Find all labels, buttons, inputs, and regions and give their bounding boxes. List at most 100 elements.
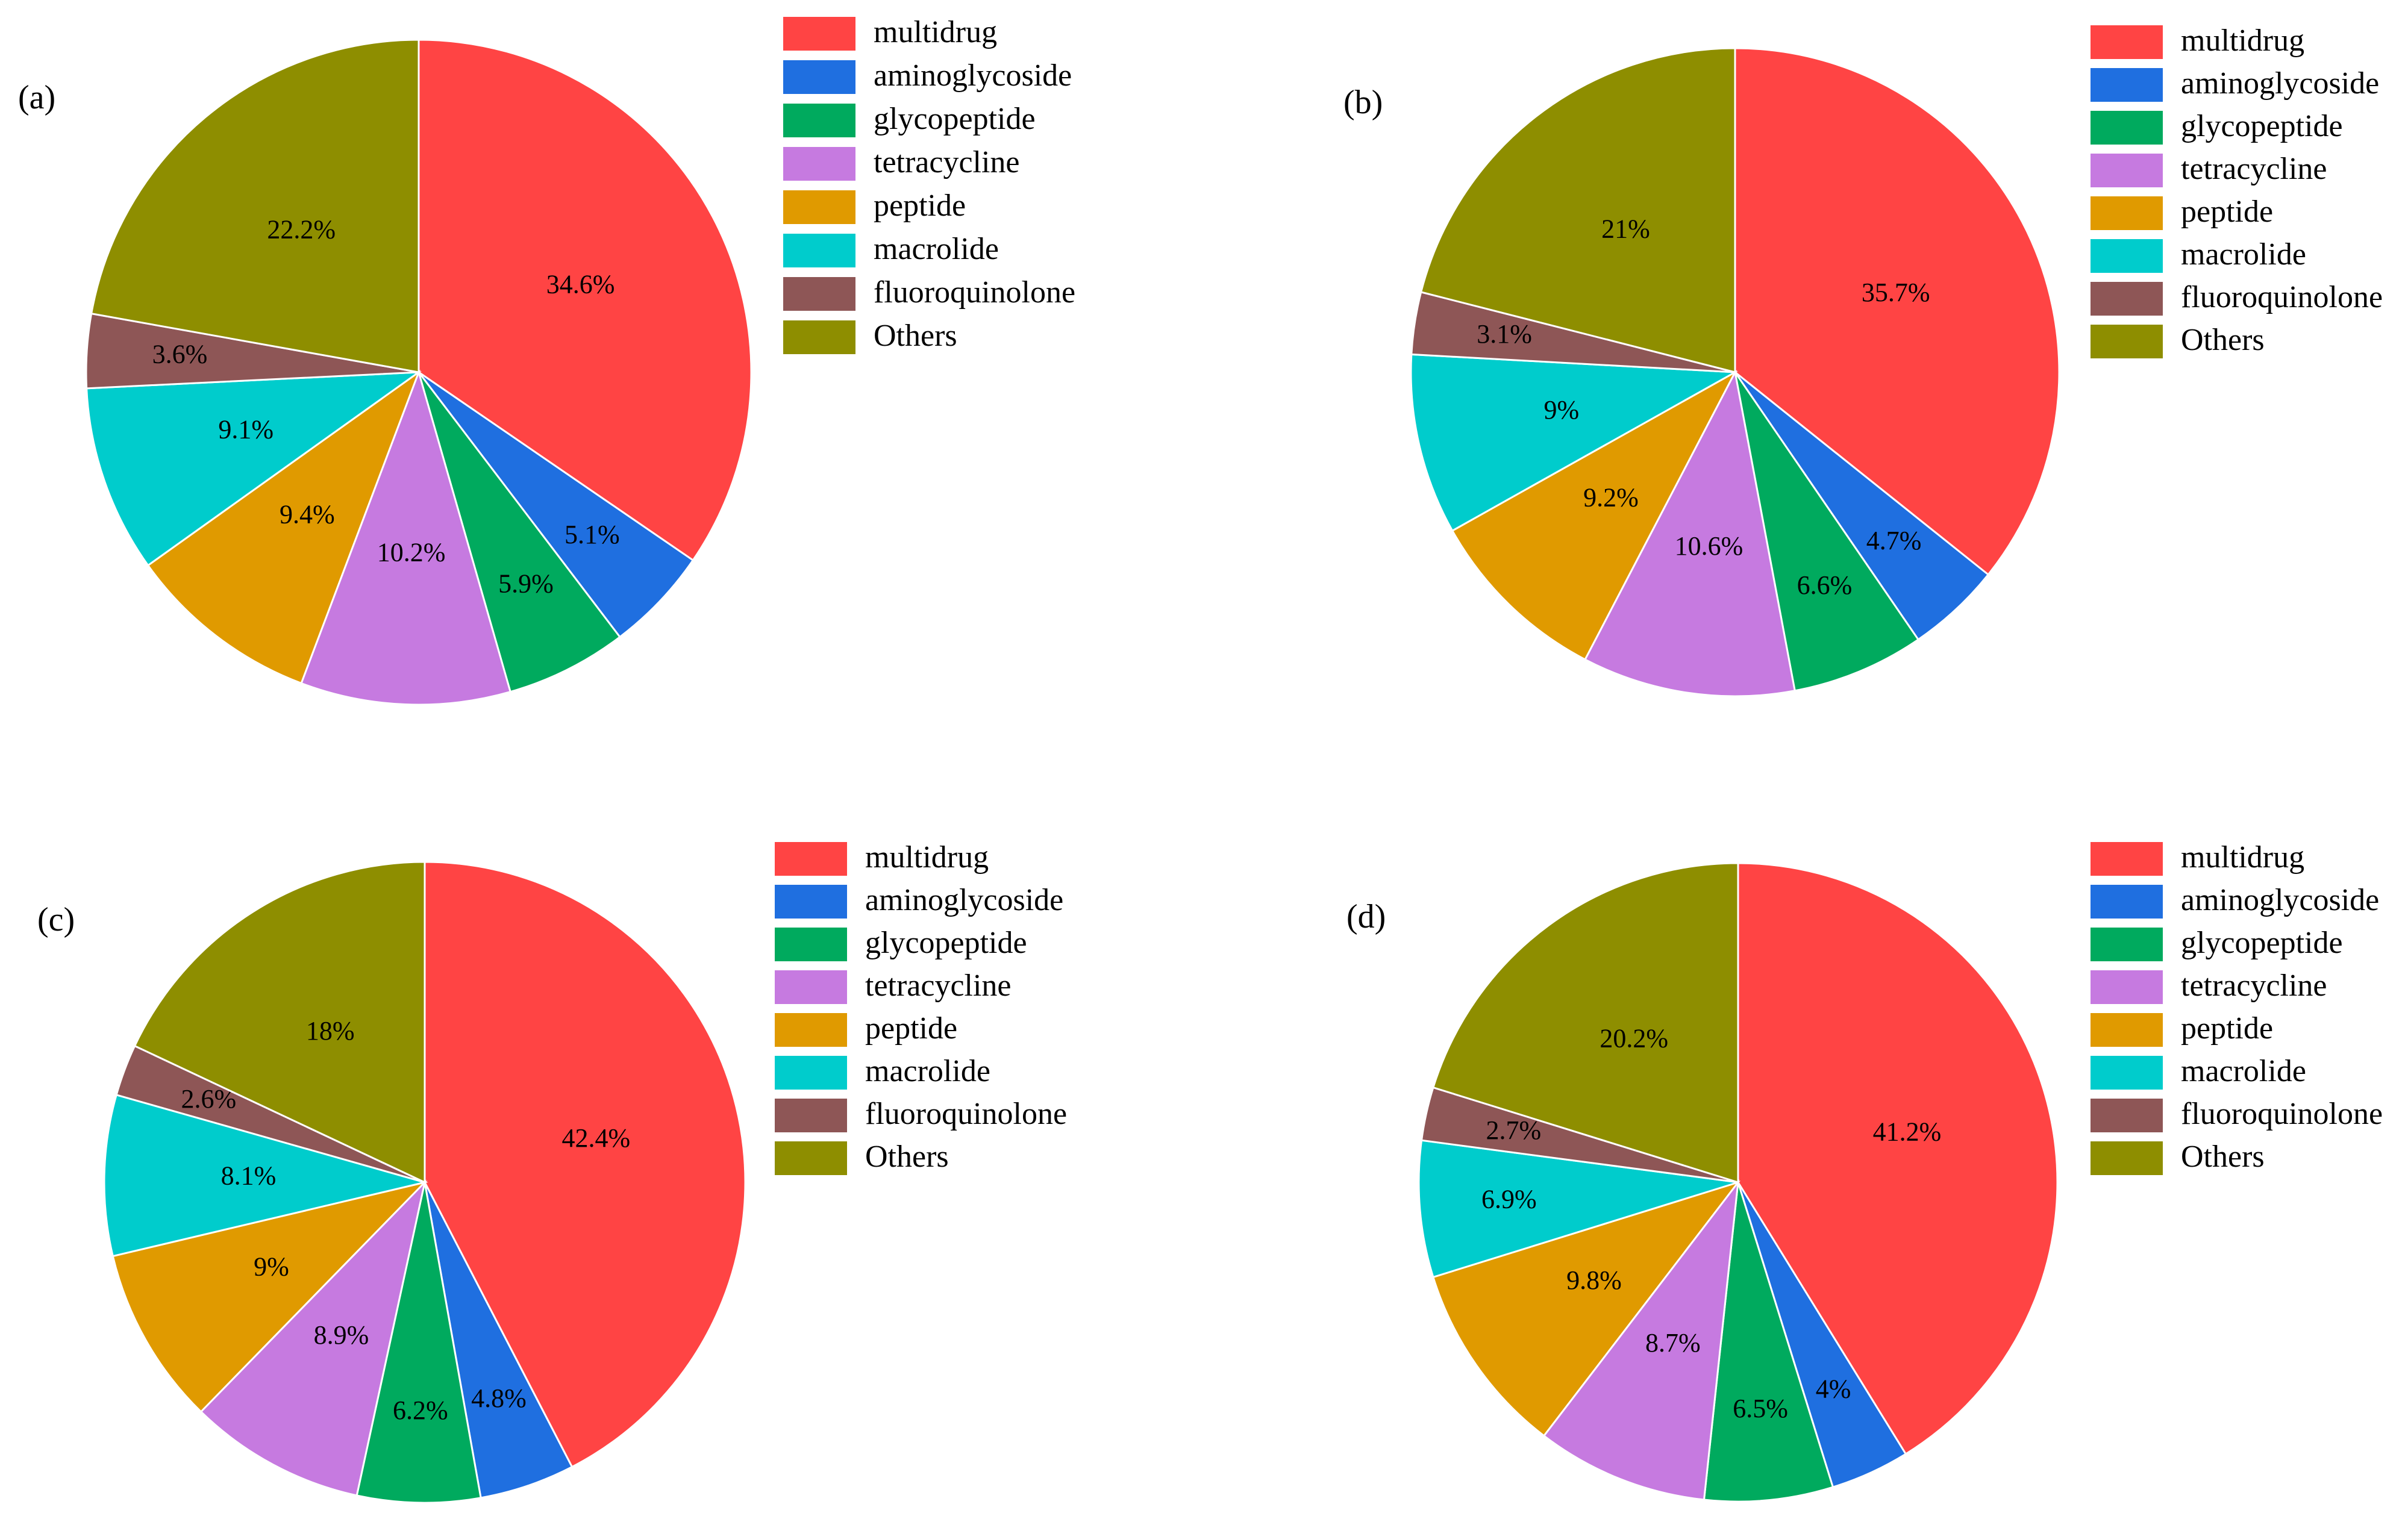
legend-swatch <box>783 190 855 224</box>
slice-label-c-multidrug: 42.4% <box>561 1123 630 1153</box>
legend-item-a-others: Others <box>783 319 957 354</box>
legend-swatch <box>2091 154 2163 187</box>
legend-swatch <box>2091 928 2163 961</box>
legend-label: Others <box>2181 323 2265 357</box>
slice-a-macrolide <box>86 371 422 567</box>
slice-label-a-tetracycline: 10.2% <box>377 537 446 567</box>
legend-label: peptide <box>874 189 966 223</box>
slice-label-c-tetracycline: 8.9% <box>314 1320 369 1350</box>
slice-b-aminoglycoside <box>1734 371 1990 641</box>
legend-swatch <box>2091 282 2163 316</box>
slice-c-glycopeptide <box>355 1182 482 1504</box>
legend-item-c-fluoroquinolone: fluoroquinolone <box>775 1097 1067 1132</box>
legend-swatch <box>2091 325 2163 358</box>
slice-label-a-others: 22.2% <box>267 214 336 244</box>
slice-a-peptide <box>146 369 421 685</box>
slice-label-d-aminoglycoside: 4% <box>1816 1374 1851 1403</box>
slice-label-b-fluoroquinolone: 3.1% <box>1477 319 1532 349</box>
legend-label: glycopeptide <box>2181 926 2343 960</box>
legend-swatch <box>2091 1141 2163 1175</box>
legend-label: multidrug <box>2181 23 2304 58</box>
legend-swatch <box>2091 1099 2163 1132</box>
slice-a-aminoglycoside <box>417 371 695 638</box>
slice-label-d-macrolide: 6.9% <box>1481 1184 1537 1214</box>
slice-a-others <box>90 39 420 373</box>
legend-item-a-aminoglycoside: aminoglycoside <box>783 58 1072 94</box>
legend-swatch <box>783 104 855 137</box>
slice-label-b-glycopeptide: 6.6% <box>1797 570 1853 600</box>
legend-label: aminoglycoside <box>865 883 1063 917</box>
legend-label: peptide <box>2181 1011 2273 1046</box>
slice-b-others <box>1419 47 1736 373</box>
legend-swatch <box>2091 68 2163 102</box>
slice-label-d-others: 20.2% <box>1600 1023 1668 1053</box>
legend-swatch <box>775 970 847 1004</box>
slice-label-c-glycopeptide: 6.2% <box>393 1396 448 1425</box>
slice-label-d-multidrug: 41.2% <box>1873 1117 1942 1146</box>
legend-label: Others <box>865 1140 949 1174</box>
slice-b-multidrug <box>1734 47 2060 576</box>
legend-item-a-peptide: peptide <box>783 189 966 224</box>
legend-item-c-tetracycline: tetracycline <box>775 969 1012 1004</box>
legend-label: fluoroquinolone <box>2181 280 2383 314</box>
legend-item-d-glycopeptide: glycopeptide <box>2091 926 2343 961</box>
legend-item-c-macrolide: macrolide <box>775 1054 990 1090</box>
legend-item-d-fluoroquinolone: fluoroquinolone <box>2091 1097 2383 1132</box>
legend-item-b-glycopeptide: glycopeptide <box>2091 109 2343 145</box>
legend-label: aminoglycoside <box>874 58 1072 93</box>
legend-swatch <box>775 1013 847 1047</box>
slice-a-glycopeptide <box>417 372 622 693</box>
slice-label-a-glycopeptide: 5.9% <box>498 569 554 598</box>
slice-c-multidrug <box>424 861 746 1468</box>
legend-item-c-glycopeptide: glycopeptide <box>775 926 1027 961</box>
slice-label-b-peptide: 9.2% <box>1583 482 1639 512</box>
legend-swatch <box>775 1056 847 1090</box>
pie-a: 34.6% 5.1% 5.9% 10.2% 9.4% 9.1% 3.6% 22.2% <box>85 39 752 706</box>
legend-swatch <box>783 147 855 181</box>
legend-label: fluoroquinolone <box>2181 1097 2383 1131</box>
legend-label: fluoroquinolone <box>874 275 1075 310</box>
legend-item-c-aminoglycoside: aminoglycoside <box>775 883 1063 919</box>
legend-label: multidrug <box>2181 840 2304 875</box>
legend-label: multidrug <box>874 15 997 49</box>
legend-item-d-tetracycline: tetracycline <box>2091 969 2327 1004</box>
slice-label-d-glycopeptide: 6.5% <box>1733 1394 1788 1423</box>
panel-b: (b) 35.7% 4.7% 6.6% 10.6% 9.2% 9% 3.1% 21% mult… <box>1343 23 2383 697</box>
legend-swatch <box>2091 842 2163 876</box>
slice-b-tetracycline <box>1583 369 1797 697</box>
legend-label: tetracycline <box>2181 152 2327 186</box>
legend-label: glycopeptide <box>865 926 1027 960</box>
legend-swatch <box>2091 111 2163 145</box>
legend-swatch <box>2091 885 2163 919</box>
legend-item-b-aminoglycoside: aminoglycoside <box>2091 66 2379 102</box>
legend-item-a-multidrug: multidrug <box>783 15 997 51</box>
legend-swatch <box>2091 239 2163 273</box>
legend-swatch <box>775 842 847 876</box>
legend-item-a-macrolide: macrolide <box>783 232 999 267</box>
legend-a: multidrug aminoglycoside glycopeptide tetra… <box>783 15 1075 354</box>
panel-a-label: (a) <box>18 79 55 116</box>
slice-label-c-peptide: 9% <box>254 1252 289 1281</box>
legend-label: multidrug <box>865 840 989 875</box>
panel-d: (d) 41.2% 4% 6.5% 8.7% 9.8% 6.9% 2.7% 20.2% mul… <box>1346 840 2383 1503</box>
panel-d-label: (d) <box>1346 898 1386 935</box>
legend-swatch <box>775 885 847 919</box>
legend-item-d-peptide: peptide <box>2091 1011 2273 1047</box>
slice-b-macrolide <box>1410 353 1739 532</box>
legend-label: tetracycline <box>874 145 1020 179</box>
legend-item-b-fluoroquinolone: fluoroquinolone <box>2091 280 2383 316</box>
legend-label: aminoglycoside <box>2181 66 2379 101</box>
legend-item-c-others: Others <box>775 1140 949 1175</box>
legend-label: Others <box>2181 1140 2265 1174</box>
slice-label-b-tetracycline: 10.6% <box>1675 531 1743 561</box>
slice-label-d-tetracycline: 8.7% <box>1645 1328 1701 1358</box>
slice-d-glycopeptide <box>1703 1182 1834 1503</box>
legend-item-d-multidrug: multidrug <box>2091 840 2304 876</box>
slice-label-b-macrolide: 9% <box>1543 395 1579 425</box>
slice-d-others <box>1432 862 1739 1184</box>
slice-label-c-aminoglycoside: 4.8% <box>471 1383 527 1413</box>
pie-b: 35.7% 4.7% 6.6% 10.6% 9.2% 9% 3.1% 21% <box>1410 47 2060 697</box>
slice-c-peptide <box>111 1181 428 1414</box>
slice-b-glycopeptide <box>1734 372 1920 692</box>
legend-label: macrolide <box>874 232 999 266</box>
